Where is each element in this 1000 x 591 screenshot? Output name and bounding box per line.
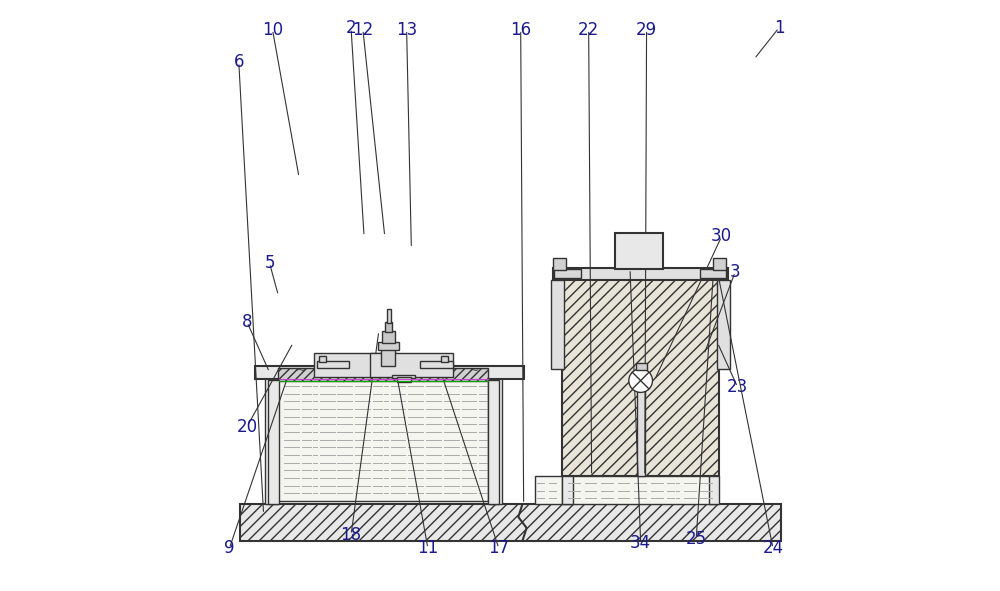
- Circle shape: [629, 369, 652, 392]
- Text: 3: 3: [730, 263, 741, 281]
- Bar: [700, 269, 726, 278]
- Bar: [489, 377, 502, 504]
- Text: 25: 25: [686, 530, 707, 548]
- Text: 17: 17: [488, 540, 509, 557]
- Bar: [268, 380, 279, 504]
- Text: 11: 11: [417, 540, 439, 557]
- Text: ~: ~: [296, 364, 306, 377]
- Bar: [385, 322, 392, 332]
- Bar: [717, 280, 730, 369]
- Bar: [397, 377, 411, 382]
- Bar: [441, 356, 448, 362]
- Text: 8: 8: [242, 313, 252, 331]
- Text: 6: 6: [234, 53, 244, 71]
- Bar: [562, 278, 719, 476]
- Bar: [381, 348, 395, 366]
- Text: 16: 16: [510, 21, 531, 38]
- Bar: [392, 375, 415, 378]
- Bar: [713, 258, 726, 270]
- Bar: [709, 476, 719, 504]
- Text: 2: 2: [346, 20, 356, 37]
- Bar: [553, 258, 566, 270]
- Text: 22: 22: [578, 21, 599, 38]
- Bar: [265, 377, 278, 504]
- Bar: [551, 280, 564, 369]
- Text: 1: 1: [774, 19, 784, 37]
- Bar: [563, 476, 718, 504]
- Text: 24: 24: [762, 540, 784, 557]
- Text: 13: 13: [396, 21, 417, 38]
- Bar: [488, 380, 499, 504]
- Bar: [317, 361, 349, 368]
- Bar: [278, 368, 488, 381]
- Text: 23: 23: [727, 378, 748, 396]
- Bar: [615, 233, 663, 269]
- Text: 18: 18: [341, 526, 362, 544]
- Bar: [387, 309, 391, 323]
- Bar: [636, 363, 647, 370]
- Bar: [255, 366, 524, 379]
- Text: 34: 34: [630, 534, 651, 551]
- Text: 10: 10: [262, 21, 283, 38]
- Bar: [314, 353, 397, 377]
- Text: 29: 29: [636, 21, 657, 38]
- Text: 12: 12: [352, 21, 374, 38]
- Bar: [553, 268, 728, 280]
- Bar: [637, 380, 645, 476]
- Bar: [420, 361, 453, 368]
- Bar: [278, 379, 488, 501]
- Bar: [370, 353, 453, 377]
- Text: ~: ~: [468, 364, 479, 377]
- Bar: [562, 476, 573, 504]
- Text: 30: 30: [711, 228, 732, 245]
- Bar: [240, 504, 781, 541]
- Text: 5: 5: [264, 254, 275, 272]
- Bar: [378, 342, 399, 350]
- Bar: [554, 269, 581, 278]
- Text: 9: 9: [224, 540, 235, 557]
- Bar: [535, 476, 562, 504]
- Bar: [382, 331, 395, 343]
- Text: 20: 20: [236, 418, 258, 436]
- Bar: [319, 356, 326, 362]
